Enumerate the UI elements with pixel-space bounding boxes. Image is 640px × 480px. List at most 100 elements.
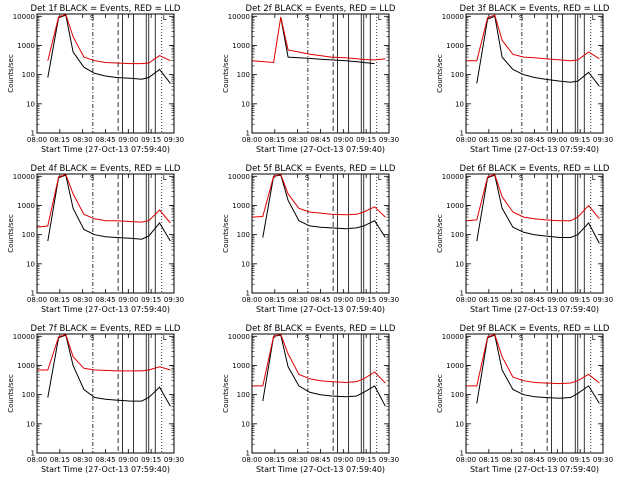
series-line-events: [476, 174, 600, 244]
x-tick-label: 08:00: [27, 456, 47, 464]
plot-frame: [36, 333, 175, 454]
y-tick-label: 10000: [13, 173, 35, 181]
x-tick-label: 08:00: [456, 456, 476, 464]
y-tick-label: 1: [31, 290, 35, 298]
flag-label-s: S: [519, 334, 524, 342]
flag-label-s: S: [305, 334, 310, 342]
y-tick-label: 10: [26, 420, 35, 428]
y-tick-label: 1000: [232, 42, 250, 50]
plot-frame: [465, 173, 604, 294]
y-tick-label: 1000: [17, 362, 35, 370]
chart-panel-2: Det 2f BLACK = Events, RED = LLD Counts/s…: [222, 4, 399, 154]
series-line-lld: [466, 14, 600, 62]
x-tick-label: 08:45: [524, 296, 544, 304]
y-tick-label: 100: [451, 391, 464, 399]
x-tick-label: 08:30: [73, 456, 93, 464]
x-tick-label: 09:00: [333, 456, 353, 464]
x-tick-label: 08:15: [479, 456, 499, 464]
x-tick-label: 08:30: [73, 136, 93, 144]
flag-label-s: S: [305, 14, 310, 22]
flag-label-s: S: [305, 174, 310, 182]
chart-title: Det 4f BLACK = Events, RED = LLD: [31, 164, 181, 174]
y-axis-label: Counts/sec: [222, 54, 230, 93]
series-line-lld: [465, 173, 600, 222]
x-axis-label: Start Time (27-Oct-13 07:59:40): [256, 145, 385, 154]
y-axis-label: Counts/sec: [7, 54, 15, 93]
chart-panel-9: Det 9f BLACK = Events, RED = LLD Counts/s…: [436, 324, 613, 474]
x-tick-label: 09:15: [570, 456, 590, 464]
chart-title: Det 1f BLACK = Events, RED = LLD: [31, 4, 181, 14]
chart-panel-3: Det 3f BLACK = Events, RED = LLD Counts/s…: [436, 4, 613, 154]
x-tick-label: 08:15: [265, 456, 285, 464]
y-tick-label: 1: [246, 450, 250, 458]
flag-label-s: S: [519, 14, 524, 22]
flag-label-s: S: [90, 174, 95, 182]
plot-frame: [465, 333, 604, 454]
y-axis-label: Counts/sec: [436, 374, 444, 413]
y-tick-label: 10: [241, 100, 250, 108]
flag-label-s: S: [519, 174, 524, 182]
y-tick-label: 100: [237, 391, 250, 399]
chart-title: Det 7f BLACK = Events, RED = LLD: [31, 324, 181, 334]
chart-title: Det 9f BLACK = Events, RED = LLD: [460, 324, 610, 334]
y-tick-label: 10: [455, 420, 464, 428]
y-tick-label: 10000: [13, 13, 35, 21]
y-tick-label: 1000: [446, 362, 464, 370]
y-tick-label: 100: [451, 71, 464, 79]
x-tick-label: 08:45: [524, 456, 544, 464]
x-tick-label: 08:45: [95, 456, 115, 464]
y-tick-label: 100: [237, 71, 250, 79]
x-tick-label: 08:00: [456, 296, 476, 304]
x-axis-label: Start Time (27-Oct-13 07:59:40): [470, 465, 599, 474]
x-tick-label: 08:15: [50, 296, 70, 304]
x-tick-label: 08:30: [288, 296, 308, 304]
y-tick-label: 10000: [442, 13, 464, 21]
x-tick-label: 09:00: [118, 136, 138, 144]
y-tick-label: 1: [460, 290, 464, 298]
y-axis-label: Counts/sec: [7, 374, 15, 413]
y-tick-label: 1: [460, 130, 464, 138]
x-tick-label: 08:15: [479, 136, 499, 144]
y-tick-label: 1: [31, 450, 35, 458]
y-tick-label: 10000: [13, 333, 35, 341]
plot-frame: [251, 173, 390, 294]
chart-panel-7: Det 7f BLACK = Events, RED = LLD Counts/s…: [7, 324, 184, 474]
x-tick-label: 08:15: [265, 296, 285, 304]
y-tick-label: 1: [246, 290, 250, 298]
x-tick-label: 09:30: [593, 296, 613, 304]
x-tick-label: 09:00: [333, 136, 353, 144]
y-tick-label: 100: [451, 231, 464, 239]
x-tick-label: 09:15: [141, 136, 161, 144]
x-tick-label: 09:00: [547, 136, 567, 144]
y-axis-label: Counts/sec: [436, 214, 444, 253]
x-tick-label: 09:15: [570, 296, 590, 304]
flag-label-l: L: [163, 334, 167, 342]
y-tick-label: 100: [22, 391, 35, 399]
y-tick-label: 1000: [446, 202, 464, 210]
x-tick-label: 08:00: [456, 136, 476, 144]
x-axis-label: Start Time (27-Oct-13 07:59:40): [41, 305, 170, 314]
series-line-lld: [36, 173, 171, 228]
plot-frame: [36, 13, 175, 134]
x-tick-label: 09:30: [379, 136, 399, 144]
series-line-events: [476, 334, 600, 404]
series-line-events: [262, 334, 386, 407]
flag-label-l: L: [378, 14, 382, 22]
x-tick-label: 09:00: [547, 296, 567, 304]
x-tick-label: 08:45: [310, 296, 330, 304]
series-line-lld: [251, 173, 386, 218]
x-tick-label: 09:30: [379, 296, 399, 304]
flag-label-l: L: [378, 174, 382, 182]
y-axis-label: Counts/sec: [222, 214, 230, 253]
flag-label-l: L: [592, 14, 596, 22]
flag-label-l: L: [592, 174, 596, 182]
x-tick-label: 09:15: [356, 296, 376, 304]
chart-title: Det 6f BLACK = Events, RED = LLD: [460, 164, 610, 174]
x-tick-label: 09:30: [593, 136, 613, 144]
chart-title: Det 5f BLACK = Events, RED = LLD: [246, 164, 396, 174]
x-axis-label: Start Time (27-Oct-13 07:59:40): [470, 305, 599, 314]
y-tick-label: 10: [455, 260, 464, 268]
x-tick-label: 08:45: [310, 456, 330, 464]
y-tick-label: 10000: [228, 13, 250, 21]
y-tick-label: 100: [237, 231, 250, 239]
